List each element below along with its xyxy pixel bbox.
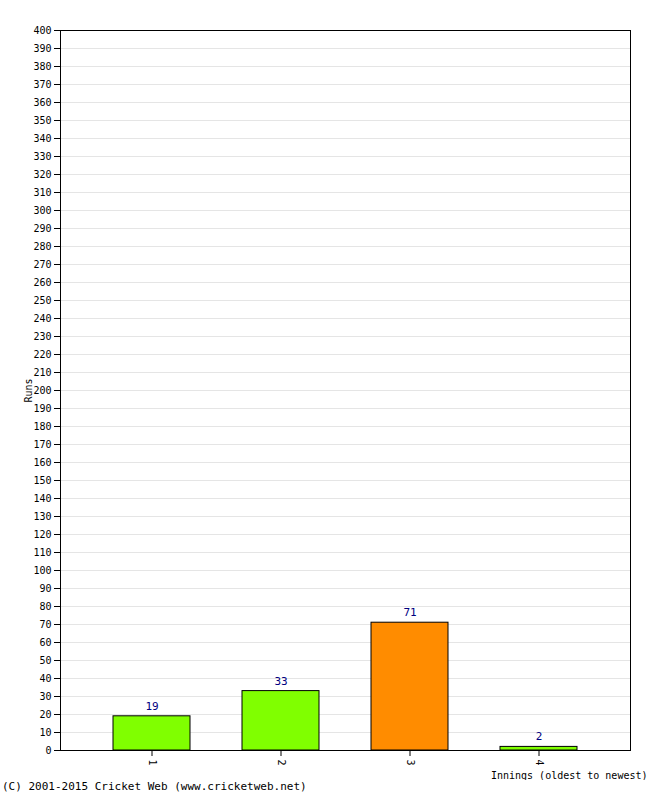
svg-text:10: 10 (39, 727, 51, 738)
svg-text:270: 270 (33, 259, 51, 270)
svg-text:390: 390 (33, 43, 51, 54)
svg-text:400: 400 (33, 25, 51, 36)
svg-text:2: 2 (536, 730, 543, 743)
svg-text:70: 70 (39, 619, 51, 630)
svg-text:250: 250 (33, 295, 51, 306)
svg-text:360: 360 (33, 97, 51, 108)
svg-text:71: 71 (403, 606, 416, 619)
svg-text:200: 200 (33, 385, 51, 396)
svg-text:20: 20 (39, 709, 51, 720)
svg-text:110: 110 (33, 547, 51, 558)
svg-text:Runs: Runs (23, 378, 34, 402)
svg-text:130: 130 (33, 511, 51, 522)
svg-text:280: 280 (33, 241, 51, 252)
svg-text:190: 190 (33, 403, 51, 414)
svg-text:19: 19 (145, 700, 158, 713)
svg-text:160: 160 (33, 457, 51, 468)
svg-text:260: 260 (33, 277, 51, 288)
svg-text:380: 380 (33, 61, 51, 72)
svg-text:310: 310 (33, 187, 51, 198)
svg-text:33: 33 (274, 675, 287, 688)
svg-text:210: 210 (33, 367, 51, 378)
svg-text:340: 340 (33, 133, 51, 144)
svg-text:220: 220 (33, 349, 51, 360)
svg-text:350: 350 (33, 115, 51, 126)
svg-text:50: 50 (39, 655, 51, 666)
svg-text:180: 180 (33, 421, 51, 432)
svg-text:40: 40 (39, 673, 51, 684)
svg-text:3: 3 (405, 760, 416, 766)
svg-text:230: 230 (33, 331, 51, 342)
svg-text:80: 80 (39, 601, 51, 612)
html-text:(C) 2001-2015 Cricket Web (www: (C) 2001-2015 Cricket Web (www.cricketwe… (2, 780, 307, 793)
svg-text:0: 0 (45, 745, 51, 756)
svg-text:170: 170 (33, 439, 51, 450)
svg-text:4: 4 (534, 760, 545, 766)
svg-text:90: 90 (39, 583, 51, 594)
svg-text:30: 30 (39, 691, 51, 702)
svg-text:Innings (oldest to newest): Innings (oldest to newest) (491, 770, 648, 781)
svg-text:1: 1 (147, 760, 158, 766)
svg-text:300: 300 (33, 205, 51, 216)
svg-text:60: 60 (39, 637, 51, 648)
svg-text:240: 240 (33, 313, 51, 324)
svg-text:290: 290 (33, 223, 51, 234)
svg-text:2: 2 (276, 760, 287, 766)
svg-text:330: 330 (33, 151, 51, 162)
svg-text:320: 320 (33, 169, 51, 180)
svg-text:150: 150 (33, 475, 51, 486)
svg-text:370: 370 (33, 79, 51, 90)
svg-text:120: 120 (33, 529, 51, 540)
svg-text:100: 100 (33, 565, 51, 576)
svg-text:140: 140 (33, 493, 51, 504)
